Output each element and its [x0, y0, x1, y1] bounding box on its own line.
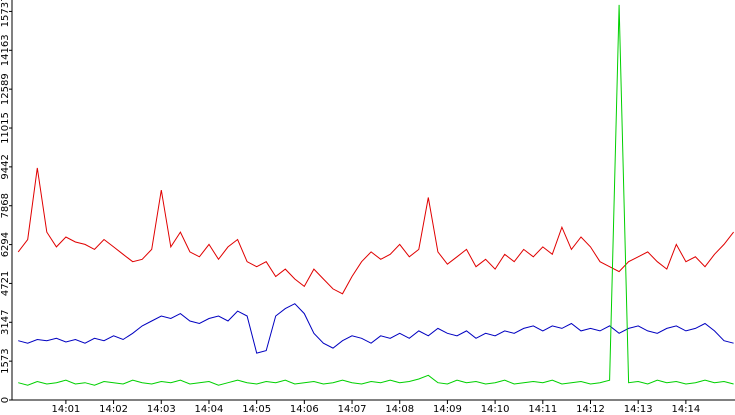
series-line — [18, 4, 734, 386]
x-tick-label: 14:13 — [624, 404, 653, 415]
x-tick-label: 14:09 — [433, 404, 462, 415]
x-tick-label: 14:11 — [528, 404, 557, 415]
y-tick-label: 14163 — [0, 34, 11, 66]
x-tick-label: 14:12 — [576, 404, 605, 415]
x-tick-label: 14:05 — [242, 404, 271, 415]
y-tick-label: 6294 — [0, 232, 11, 257]
series-line — [18, 303, 734, 354]
x-tick-label: 14:14 — [671, 404, 700, 415]
y-tick-label: 1573 — [0, 348, 11, 373]
y-tick-label: 9442 — [0, 154, 11, 179]
x-tick-label: 14:06 — [290, 404, 319, 415]
y-tick-label: 15737 — [0, 0, 11, 27]
y-tick-label: 7868 — [0, 193, 11, 218]
x-tick-label: 14:04 — [195, 404, 224, 415]
y-tick-label: 4721 — [0, 271, 11, 296]
y-tick-label: 0 — [0, 397, 11, 403]
y-tick-label: 12589 — [0, 73, 11, 105]
series-line — [17, 167, 734, 295]
x-tick-label: 14:01 — [51, 404, 80, 415]
x-tick-label: 14:08 — [385, 404, 414, 415]
x-tick-label: 14:10 — [481, 404, 510, 415]
y-tick-label: 11015 — [0, 112, 11, 144]
y-tick-label: 3147 — [0, 310, 11, 335]
x-tick-label: 14:02 — [99, 404, 128, 415]
x-tick-label: 14:07 — [338, 404, 367, 415]
x-tick-label: 14:03 — [147, 404, 176, 415]
